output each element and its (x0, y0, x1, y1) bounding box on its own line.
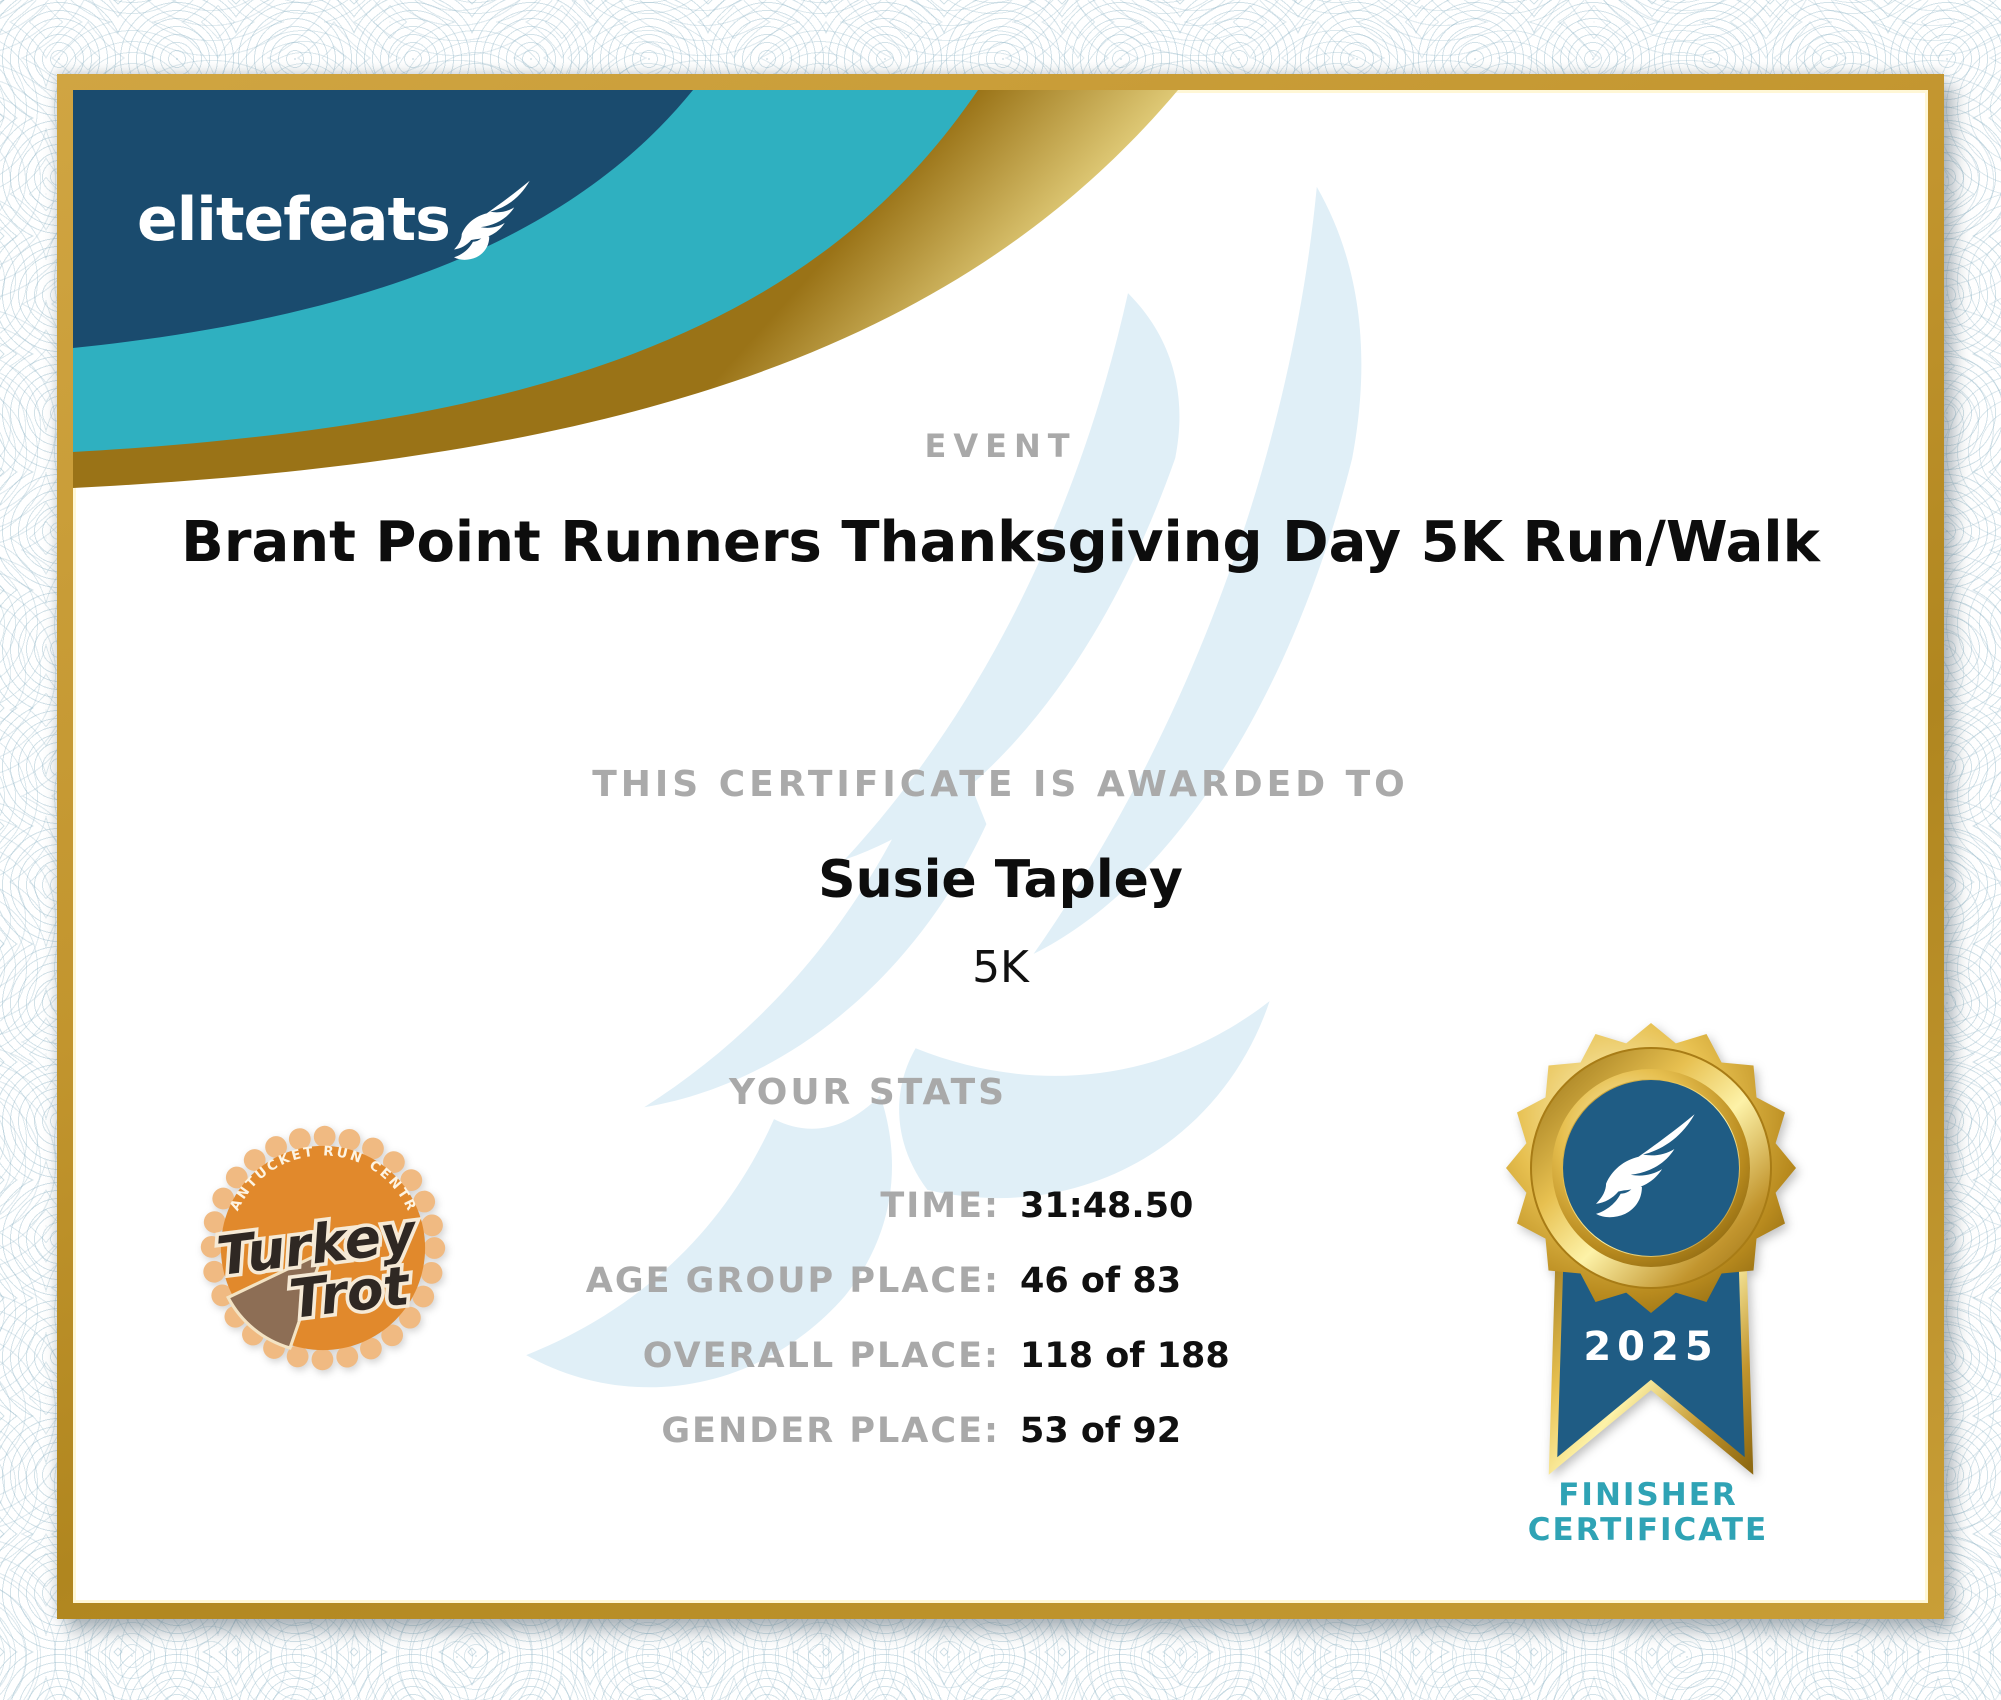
stats-table: TIME: 31:48.50 AGE GROUP PLACE: 46 of 83… (73, 1168, 1928, 1468)
navy-swoosh (73, 90, 693, 348)
medal-year: 2025 (1583, 1324, 1718, 1370)
stat-label: OVERALL PLACE: (642, 1335, 1000, 1376)
stat-row-gender-place: GENDER PLACE: 53 of 92 (73, 1393, 1928, 1468)
stat-value: 118 of 188 (1020, 1335, 1230, 1376)
certificate-frame: elitefeats EVENT Brant Point Runners Tha… (57, 74, 1944, 1619)
header-swoosh (73, 90, 1178, 488)
race-distance: 5K (972, 942, 1029, 993)
recipient-name: Susie Tapley (818, 850, 1183, 910)
event-label: EVENT (924, 427, 1077, 465)
stats-heading: YOUR STATS (728, 1072, 1008, 1113)
event-title: Brant Point Runners Thanksgiving Day 5K … (181, 510, 1820, 575)
stat-value: 53 of 92 (1020, 1410, 1182, 1451)
stat-row-overall-place: OVERALL PLACE: 118 of 188 (73, 1318, 1928, 1393)
award-label: THIS CERTIFICATE IS AWARDED TO (592, 764, 1409, 805)
medal-caption-line1: FINISHER (1558, 1477, 1738, 1513)
badge-pie-slice (226, 1249, 326, 1350)
brand-logo-text: elitefeats (137, 185, 451, 255)
medal-caption: FINISHER CERTIFICATE (1448, 1478, 1848, 1547)
stat-label: GENDER PLACE: (661, 1410, 1000, 1451)
certificate-body: elitefeats EVENT Brant Point Runners Tha… (73, 90, 1928, 1603)
brand-logo: elitefeats (137, 136, 540, 286)
stat-value: 46 of 83 (1020, 1260, 1182, 1301)
badge-bead-ring (200, 1125, 446, 1371)
stat-value: 31:48.50 (1020, 1185, 1194, 1226)
stat-label: AGE GROUP PLACE: (585, 1260, 1000, 1301)
medal-rosette (1506, 1023, 1796, 1313)
finisher-medal: 2025 (1506, 1023, 1796, 1475)
stat-row-time: TIME: 31:48.50 (73, 1168, 1928, 1243)
turkey-trot-badge: NANTUCKET RUN CENTRE Turkey Trot (191, 1116, 446, 1371)
winged-foot-icon (454, 158, 540, 286)
medal-caption-line2: CERTIFICATE (1527, 1511, 1769, 1548)
stat-row-age-group-place: AGE GROUP PLACE: 46 of 83 (73, 1243, 1928, 1318)
stat-label: TIME: (880, 1185, 1000, 1226)
